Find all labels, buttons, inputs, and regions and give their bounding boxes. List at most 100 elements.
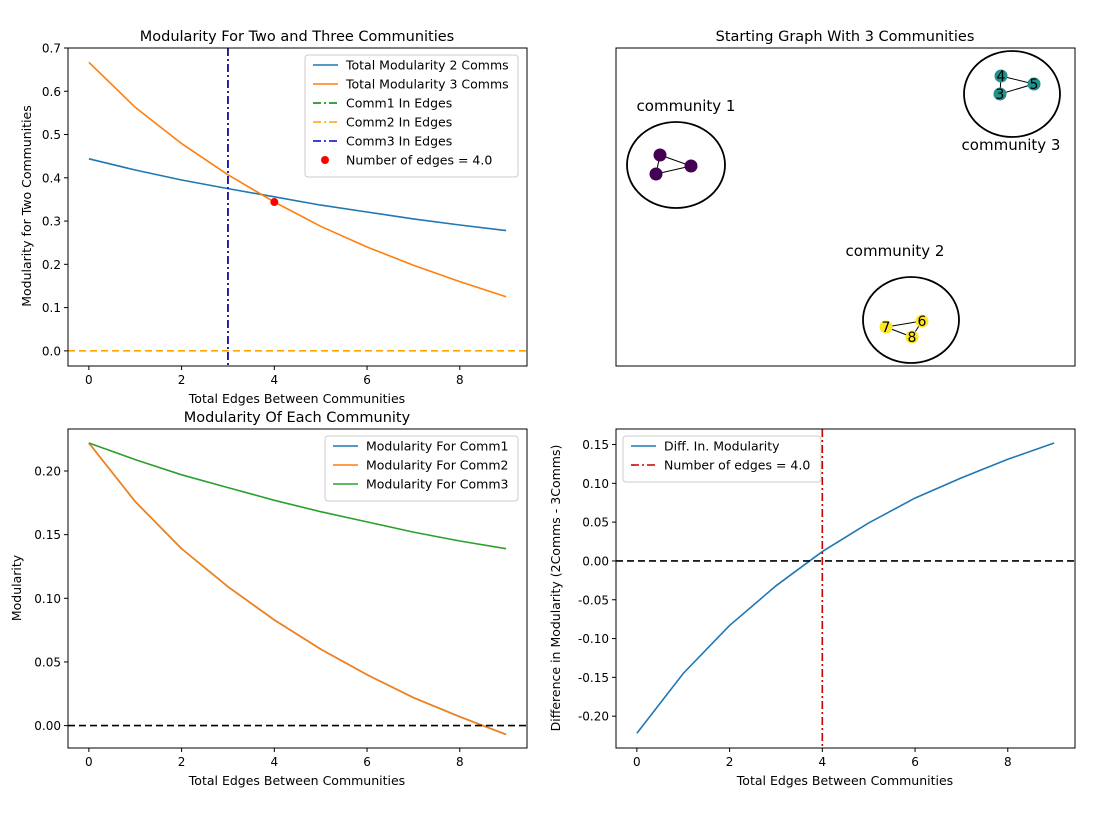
x-tick-label: 0 [85, 755, 93, 769]
x-tick-label: 4 [270, 373, 278, 387]
axes-frame [615, 428, 1076, 749]
plot-area: 0 2 4 6 8 -0.20 -0.15 -0.10 -0.05 0.00 0.05 0.10 0.1… [578, 428, 1076, 769]
y-tick-label: 0.15 [34, 528, 61, 542]
graph-node [994, 69, 1008, 83]
x-tick-label: 6 [363, 755, 371, 769]
legend-box [622, 435, 822, 483]
y-tick-label: -0.05 [578, 593, 609, 607]
node-label: 6 [918, 314, 927, 330]
graph-frame [615, 47, 1076, 367]
x-axis-label: Total Edges Between Communities [736, 773, 953, 788]
legend-label: Modularity For Comm3 [366, 477, 509, 492]
y-tick-label: -0.20 [578, 710, 609, 724]
x-tick-label: 2 [178, 373, 186, 387]
series-line-modularity-for-comm3 [88, 442, 507, 550]
y-tick-label: -0.10 [578, 632, 609, 646]
starting-graph-panel: Starting Graph With 3 Communities commun… [615, 29, 1076, 367]
y-axis-label: Modularity [9, 554, 24, 621]
legend-label: Number of edges = 4.0 [664, 458, 810, 473]
y-tick-label: 0.05 [582, 516, 609, 530]
axes-frame [67, 428, 528, 749]
legend-label: Comm1 In Edges [346, 96, 452, 111]
legend-label: Modularity For Comm2 [366, 458, 509, 473]
plot-content [68, 442, 527, 736]
y-tick-label: 0.20 [34, 465, 61, 479]
series-line-total-modularity-2-comms [88, 158, 507, 232]
y-tick-label: 0.0 [42, 344, 61, 358]
node-label: 7 [882, 320, 891, 336]
legend-label: Number of edges = 4.0 [346, 153, 492, 168]
legend: Total Modularity 2 Comms Total Modularity… [304, 54, 519, 178]
community-1-boundary [626, 121, 726, 209]
y-tick-label: 0.7 [42, 42, 61, 56]
plot-area: 0 2 4 6 8 0.0 0.1 0.2 0.3 0.4 0.5 0.6 0.7 [42, 42, 528, 387]
graph-node [993, 87, 1007, 101]
node-label: 4 [997, 69, 1006, 85]
graph-node [653, 148, 667, 162]
y-tick-label: 0.00 [582, 554, 609, 568]
community-3-boundary [963, 50, 1061, 138]
y-tick-label: 0.10 [582, 477, 609, 491]
y-tick-label: -0.15 [578, 671, 609, 685]
y-tick-label: 0.4 [42, 171, 61, 185]
x-tick-label: 4 [270, 755, 278, 769]
x-tick-label: 2 [178, 755, 186, 769]
legend-label: Comm2 In Edges [346, 115, 452, 130]
axes-frame [67, 47, 528, 367]
x-tick-label: 8 [456, 755, 464, 769]
series-line-modularity-for-comm2 [88, 442, 507, 736]
legend-label: Diff. In. Modularity [664, 439, 780, 454]
community-1-label: community 1 [637, 97, 736, 115]
plot-area: 0 2 4 6 8 0.00 0.05 0.10 0.15 0.20 [34, 428, 528, 769]
modularity-each-community-panel: Modularity Of Each Community Total Edges… [9, 410, 528, 788]
graph-node [905, 330, 919, 344]
y-tick-label: 0.00 [34, 719, 61, 733]
y-tick-label: 0.1 [42, 301, 61, 315]
y-tick-label: 0.10 [34, 592, 61, 606]
x-tick-label: 8 [1004, 755, 1012, 769]
community-2-label: community 2 [846, 242, 945, 260]
y-tick-label: 0.6 [42, 85, 61, 99]
legend-label: Comm3 In Edges [346, 134, 452, 149]
modularity-difference-panel: Total Edges Between Communities Differen… [548, 428, 1076, 788]
community-2-boundary [862, 276, 960, 364]
chart-title: Starting Graph With 3 Communities [716, 29, 975, 45]
node-label: 5 [1030, 77, 1039, 93]
legend-label: Total Modularity 3 Comms [345, 77, 509, 92]
graph-node [879, 320, 893, 334]
x-axis-label: Total Edges Between Communities [188, 391, 405, 406]
point-number-of-edges-4-0 [270, 198, 279, 207]
legend: Diff. In. Modularity Number of edges = 4.… [622, 435, 822, 483]
y-tick-label: 0.15 [582, 438, 609, 452]
legend-label: Modularity For Comm1 [366, 439, 509, 454]
plot-content [68, 48, 527, 366]
node-label: 8 [908, 330, 917, 346]
x-tick-label: 0 [85, 373, 93, 387]
legend: Modularity For Comm1 Modularity For Comm2… [324, 435, 519, 502]
node-label: 3 [996, 87, 1005, 103]
y-tick-label: 0.5 [42, 128, 61, 142]
graph-node [1027, 77, 1041, 91]
graph-node [684, 159, 698, 173]
y-axis-label: Modularity for Two Communities [19, 105, 34, 307]
modularity-two-three-panel: Modularity For Two and Three Communities… [19, 29, 528, 406]
community-3-label: community 3 [962, 136, 1061, 154]
y-tick-label: 0.05 [34, 655, 61, 669]
x-tick-label: 0 [633, 755, 641, 769]
legend-swatch [321, 156, 329, 164]
chart-title: Modularity For Two and Three Communities [140, 29, 455, 45]
y-tick-label: 0.2 [42, 258, 61, 272]
x-tick-label: 6 [363, 373, 371, 387]
chart-title: Modularity Of Each Community [184, 410, 411, 426]
x-axis-label: Total Edges Between Communities [188, 773, 405, 788]
plot-content [616, 429, 1075, 748]
y-axis-label: Difference in Modularity (2Comms - 3Comm… [548, 445, 563, 732]
series-line-total-modularity-3-comms [88, 61, 507, 298]
x-tick-label: 6 [911, 755, 919, 769]
graph-node [915, 314, 929, 328]
legend-label: Total Modularity 2 Comms [345, 58, 509, 73]
x-tick-label: 4 [818, 755, 826, 769]
legend-box [324, 435, 519, 502]
